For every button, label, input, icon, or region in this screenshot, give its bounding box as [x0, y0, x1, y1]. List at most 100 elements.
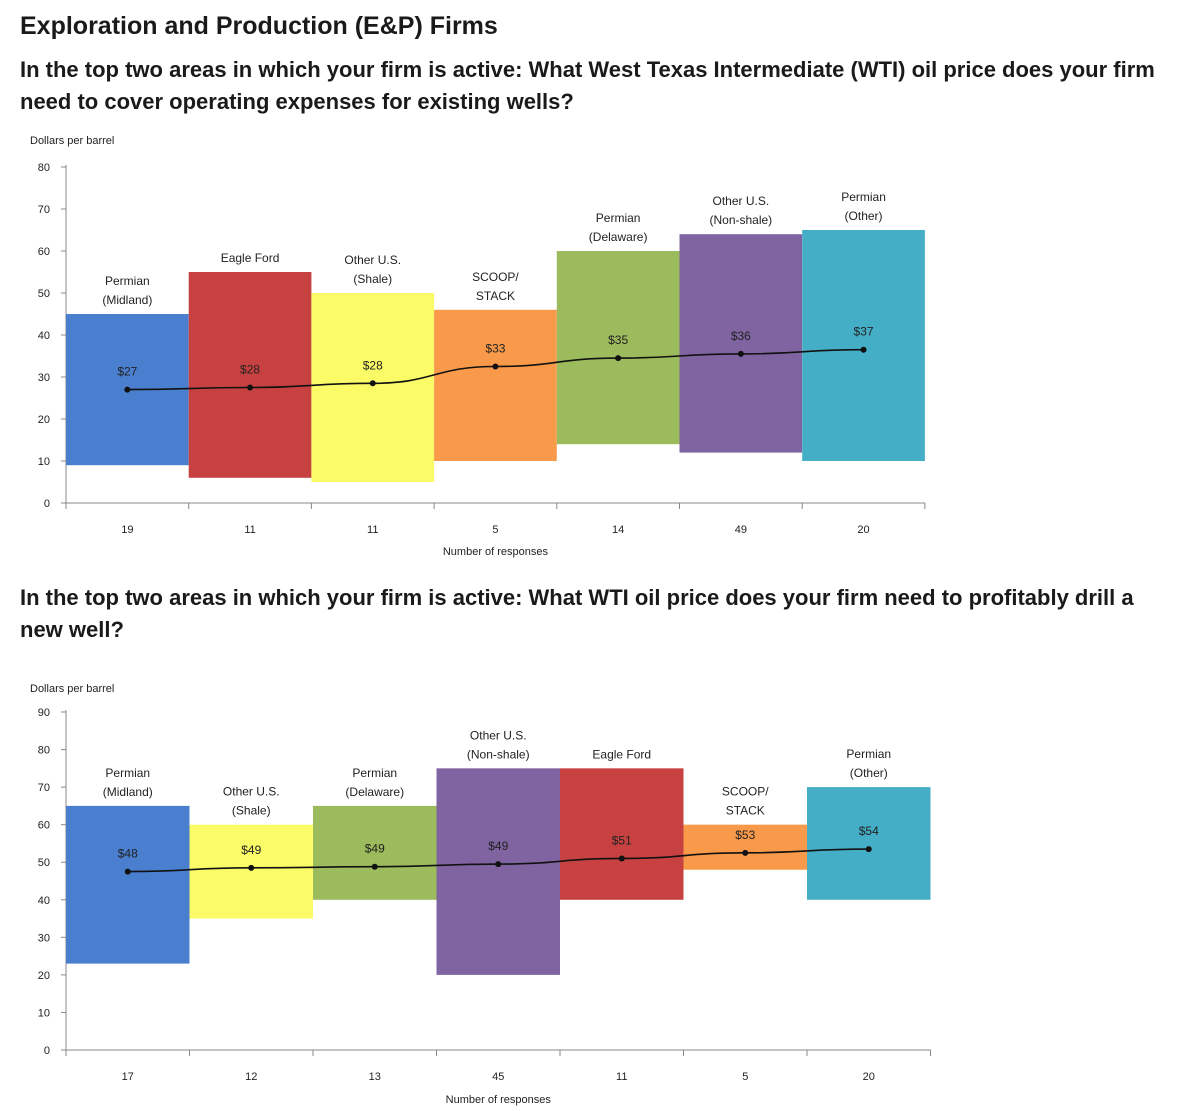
average-value-label: $54	[859, 824, 879, 838]
x-tick-label: 11	[367, 524, 378, 536]
category-label-line: (Delaware)	[589, 230, 648, 244]
x-tick-label: 19	[121, 524, 133, 536]
category-label: Permian (Midland)	[102, 274, 152, 307]
average-value-label: $35	[608, 333, 628, 347]
category-label-line: (Non-shale)	[467, 747, 530, 761]
average-value-label: $27	[117, 365, 137, 379]
x-tick-label: 12	[245, 1071, 257, 1083]
x-axis-title: Number of responses	[446, 1094, 552, 1106]
category-label: Eagle Ford	[221, 251, 280, 265]
average-point	[860, 346, 867, 353]
average-point	[248, 864, 255, 871]
category-label-line: Permian	[596, 211, 641, 225]
y-tick-label: 90	[38, 707, 50, 719]
category-label-line: (Midland)	[102, 293, 152, 307]
category-label-line: Permian	[105, 766, 150, 780]
average-value-label: $28	[240, 363, 260, 377]
average-point	[492, 363, 499, 370]
range-bar	[807, 787, 931, 900]
range-bar	[436, 768, 560, 975]
average-point	[124, 868, 131, 875]
y-tick-label: 60	[38, 246, 50, 258]
category-label-line: (Other)	[845, 209, 883, 223]
category-label-line: SCOOP/	[722, 785, 769, 799]
x-axis-title: Number of responses	[443, 546, 549, 558]
y-tick-label: 70	[38, 204, 50, 216]
category-label-line: STACK	[726, 804, 765, 818]
category-label: Permian (Other)	[841, 190, 886, 223]
y-tick-label: 70	[38, 782, 50, 794]
average-value-label: $36	[731, 329, 751, 343]
x-tick-label: 45	[492, 1071, 504, 1083]
category-label-line: Permian	[105, 274, 150, 288]
range-bar	[679, 234, 803, 453]
average-point	[371, 863, 378, 870]
x-tick-label: 5	[492, 524, 498, 536]
average-point	[495, 861, 502, 868]
x-tick-label: 14	[612, 524, 624, 536]
category-label-line: Other U.S.	[713, 194, 770, 208]
category-label-line: Eagle Ford	[592, 747, 651, 761]
average-value-label: $51	[612, 833, 632, 847]
page-title: Exploration and Production (E&P) Firms	[20, 12, 498, 40]
y-tick-label: 20	[38, 970, 50, 982]
average-point	[618, 855, 625, 862]
category-label: Other U.S. (Shale)	[223, 785, 280, 818]
category-label: Other U.S. (Non-shale)	[467, 728, 530, 761]
average-value-label: $37	[854, 325, 874, 339]
new-well-chart: Dollars per barrel 0 10 20 30 40 50 60 70 80 90 Per…	[30, 683, 931, 1106]
y-tick-label: 30	[38, 932, 50, 944]
y-tick-label: 50	[38, 288, 50, 300]
average-value-label: $49	[365, 842, 385, 856]
average-value-label: $48	[118, 847, 138, 861]
y-axis-title: Dollars per barrel	[30, 683, 114, 695]
range-bar	[188, 272, 312, 478]
average-value-label: $33	[485, 342, 505, 356]
average-point	[124, 386, 131, 393]
category-label: Permian (Midland)	[103, 766, 153, 799]
x-tick-label: 13	[369, 1071, 381, 1083]
category-label-line: (Non-shale)	[709, 213, 772, 227]
y-tick-label: 0	[44, 498, 50, 510]
average-point	[865, 846, 872, 853]
x-tick-label: 20	[863, 1071, 875, 1083]
category-label-line: Eagle Ford	[221, 251, 280, 265]
average-value-label: $49	[241, 843, 261, 857]
range-bar	[560, 768, 684, 900]
chart2-question: In the top two areas in which your firm …	[20, 585, 1134, 642]
range-bar	[313, 805, 437, 900]
range-bar	[802, 230, 925, 461]
category-label-line: Other U.S.	[470, 728, 527, 742]
category-label-line: (Delaware)	[345, 785, 404, 799]
average-point	[247, 384, 254, 391]
category-label-line: (Shale)	[353, 272, 392, 286]
category-label: Permian (Delaware)	[345, 766, 404, 799]
y-tick-label: 60	[38, 820, 50, 832]
category-label-line: (Midland)	[103, 785, 153, 799]
category-label: Other U.S. (Shale)	[344, 253, 401, 286]
average-value-label: $49	[488, 839, 508, 853]
category-label: SCOOP/STACK	[472, 270, 519, 303]
y-tick-label: 0	[44, 1045, 50, 1057]
range-bar	[189, 824, 313, 919]
category-label: Permian (Other)	[846, 747, 891, 780]
category-label-line: Permian	[841, 190, 886, 204]
range-bar	[66, 805, 190, 964]
average-point	[742, 849, 749, 856]
y-tick-label: 40	[38, 330, 50, 342]
range-bar	[434, 309, 557, 461]
y-tick-label: 10	[38, 456, 50, 468]
y-tick-label: 20	[38, 414, 50, 426]
chart1-question: In the top two areas in which your firm …	[20, 57, 1155, 114]
average-value-label: $28	[363, 358, 383, 372]
x-tick-label: 5	[742, 1071, 748, 1083]
y-axis-title: Dollars per barrel	[30, 135, 114, 147]
category-label-line: (Other)	[850, 766, 888, 780]
x-tick-label: 11	[616, 1071, 627, 1083]
y-tick-label: 40	[38, 895, 50, 907]
range-bar	[311, 293, 435, 482]
category-label-line: Other U.S.	[223, 785, 280, 799]
category-label-line: SCOOP/	[472, 270, 519, 284]
category-label: Eagle Ford	[592, 747, 651, 761]
average-point	[369, 380, 376, 387]
